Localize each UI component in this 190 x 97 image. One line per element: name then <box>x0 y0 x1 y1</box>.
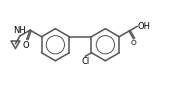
Text: OH: OH <box>138 22 151 31</box>
Text: O: O <box>131 40 136 46</box>
Text: Cl: Cl <box>82 57 90 66</box>
Text: O: O <box>22 41 29 50</box>
Text: NH: NH <box>13 26 26 35</box>
